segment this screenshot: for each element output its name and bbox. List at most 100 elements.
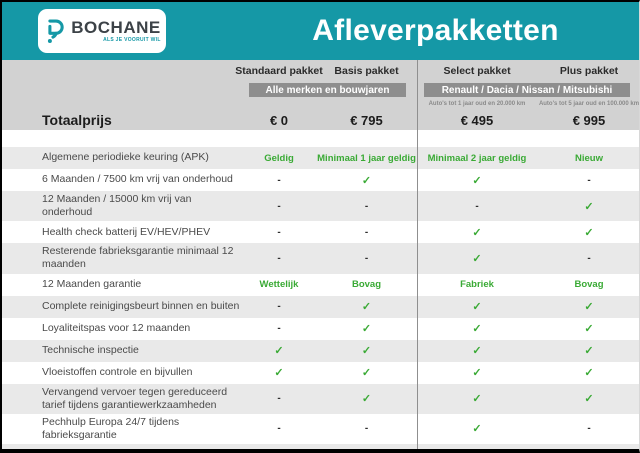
check-icon: ✓ xyxy=(584,345,594,357)
dash-value: - xyxy=(277,252,281,264)
row-label: Vloeistoffen controle en bijvullen xyxy=(42,365,193,378)
column-header-plus: Plus pakket xyxy=(559,65,619,77)
check-icon: ✓ xyxy=(584,200,594,213)
dash-value: - xyxy=(277,423,281,435)
table-row: 6 Maanden / 7500 km vrij van onderhoud - ✓… xyxy=(2,169,639,191)
table-row: Resterende fabrieksgarantie minimaal 12 … xyxy=(2,243,639,274)
check-icon: ✓ xyxy=(361,174,372,187)
price-select: € 495 xyxy=(460,112,494,128)
dash-value: - xyxy=(364,200,369,212)
dash-value: - xyxy=(587,252,591,264)
table-row: Pechhulp Europa 24/7 tijdens fabrieksgar… xyxy=(2,413,639,444)
check-icon: ✓ xyxy=(361,345,372,357)
table-row: € 25,- Brandstof of volle accu-✓✓✓ xyxy=(2,444,639,453)
page-title: Afleverpakketten xyxy=(312,14,559,47)
check-icon: ✓ xyxy=(472,226,482,239)
row-label: Loyaliteitspas voor 12 maanden xyxy=(42,321,191,334)
package-header-band: Standaard pakket Basis pakket Select pak… xyxy=(2,60,639,130)
row-label: Pechhulp Europa 24/7 tijdens fabrieksgar… xyxy=(42,415,180,441)
table-row: Health check batterij EV/HEV/PHEV - - ✓ ✓ xyxy=(2,221,639,244)
dash-value: - xyxy=(277,226,281,238)
logo-tagline: ALS JE VOORUIT WIL xyxy=(103,37,161,43)
table-row: Vloeistoffen controle en bijvullen ✓ ✓ ✓ ✓ xyxy=(2,361,639,384)
check-icon: ✓ xyxy=(274,345,284,357)
check-icon: ✓ xyxy=(584,323,594,335)
text-value: Bovag xyxy=(574,279,604,290)
check-icon: ✓ xyxy=(584,393,594,406)
dash-value: - xyxy=(364,423,369,435)
bochane-logo: BOCHANE ALS JE VOORUIT WIL xyxy=(38,9,166,53)
dash-value: - xyxy=(277,393,281,405)
dash-value: - xyxy=(240,450,318,453)
brand-badge-row: Alle merken en bouwjaren Renault / Dacia… xyxy=(2,82,639,98)
table-row: Technische inspectie ✓ ✓ ✓ ✓ xyxy=(2,339,639,362)
badge-alle-merken: Alle merken en bouwjaren xyxy=(249,83,406,97)
row-label: Complete reinigingsbeurt binnen en buite… xyxy=(42,299,240,312)
note-select-pakket: Auto's tot 1 jaar oud en 20.000 km xyxy=(428,101,526,107)
check-icon: ✓ xyxy=(472,423,482,436)
check-icon: ✓ xyxy=(584,367,594,379)
text-value: Geldig xyxy=(264,152,294,164)
row-label: € 25,- Brandstof of volle accu xyxy=(2,446,240,449)
text-value: Minimaal 2 jaar geldig xyxy=(427,152,527,164)
row-label: Algemene periodieke keuring (APK) xyxy=(42,151,209,164)
dash-value: - xyxy=(587,174,591,186)
note-plus-pakket: Auto's tot 5 jaar oud en 100.000 km xyxy=(538,101,640,107)
table-row: Algemene periodieke keuring (APK) Geldig M… xyxy=(2,147,639,169)
total-price-label: Totaalprijs xyxy=(42,112,112,128)
row-label: Resterende fabrieksgarantie minimaal 12 … xyxy=(42,245,234,271)
check-icon: ✓ xyxy=(361,323,372,335)
row-label: Health check batterij EV/HEV/PHEV xyxy=(42,225,211,238)
check-icon: ✓ xyxy=(539,449,639,450)
table-row: 12 Maanden / 15000 km vrij van onderhoud… xyxy=(2,191,639,222)
column-header-basis: Basis pakket xyxy=(334,65,399,77)
check-icon: ✓ xyxy=(361,367,372,379)
check-icon: ✓ xyxy=(472,367,482,379)
feature-rows: Algemene periodieke keuring (APK) Geldig M… xyxy=(2,147,639,453)
check-icon: ✓ xyxy=(472,323,482,335)
table-row: Loyaliteitspas voor 12 maanden - ✓ ✓ ✓ xyxy=(2,317,639,340)
text-value: Wettelijk xyxy=(259,279,299,290)
header-bar: BOCHANE ALS JE VOORUIT WIL Afleverpakket… xyxy=(2,2,639,60)
text-value: Minimaal 1 jaar geldig xyxy=(317,152,416,164)
dash-value: - xyxy=(364,226,369,238)
price-standaard: € 0 xyxy=(269,112,289,128)
check-icon: ✓ xyxy=(472,252,482,265)
column-group-divider xyxy=(417,60,418,449)
text-value: Fabriek xyxy=(460,279,494,290)
check-icon: ✓ xyxy=(472,345,482,357)
logo-brand-name: BOCHANE xyxy=(71,18,161,37)
check-icon: ✓ xyxy=(472,393,482,406)
bochane-logo-icon xyxy=(43,16,66,46)
check-icon: ✓ xyxy=(274,367,284,379)
dash-value: - xyxy=(277,323,281,334)
check-icon: ✓ xyxy=(415,449,539,450)
check-icon: ✓ xyxy=(361,393,372,406)
row-label: 6 Maanden / 7500 km vrij van onderhoud xyxy=(42,173,233,186)
text-value: Nieuw xyxy=(575,152,603,164)
dash-value: - xyxy=(364,252,369,264)
price-plus: € 995 xyxy=(572,112,606,128)
band-gap xyxy=(2,130,639,147)
table-row: Vervangend vervoer tegen gereduceerd tar… xyxy=(2,383,639,414)
package-name-row: Standaard pakket Basis pakket Select pak… xyxy=(2,60,639,82)
table-row: 12 Maanden garantie Wettelijk Bovag Fabriek… xyxy=(2,273,639,296)
dash-value: - xyxy=(277,200,281,212)
dash-value: - xyxy=(587,423,591,435)
dash-value: - xyxy=(475,200,479,212)
row-label: 12 Maanden garantie xyxy=(42,277,142,290)
check-icon: ✓ xyxy=(361,301,372,313)
check-icon: ✓ xyxy=(584,226,594,239)
check-icon: ✓ xyxy=(318,449,415,450)
check-icon: ✓ xyxy=(472,301,482,313)
row-label: 12 Maanden / 15000 km vrij van onderhoud xyxy=(42,193,192,219)
table-row: Complete reinigingsbeurt binnen en buite… xyxy=(2,295,639,318)
check-icon: ✓ xyxy=(584,301,594,313)
row-label: Vervangend vervoer tegen gereduceerd tar… xyxy=(42,385,228,411)
total-price-row: Totaalprijs € 0 € 795 € 495 € 995 xyxy=(2,110,639,130)
price-basis: € 795 xyxy=(350,112,383,128)
row-label: Technische inspectie xyxy=(42,343,139,356)
column-header-select: Select pakket xyxy=(443,65,511,77)
check-icon: ✓ xyxy=(472,174,482,187)
